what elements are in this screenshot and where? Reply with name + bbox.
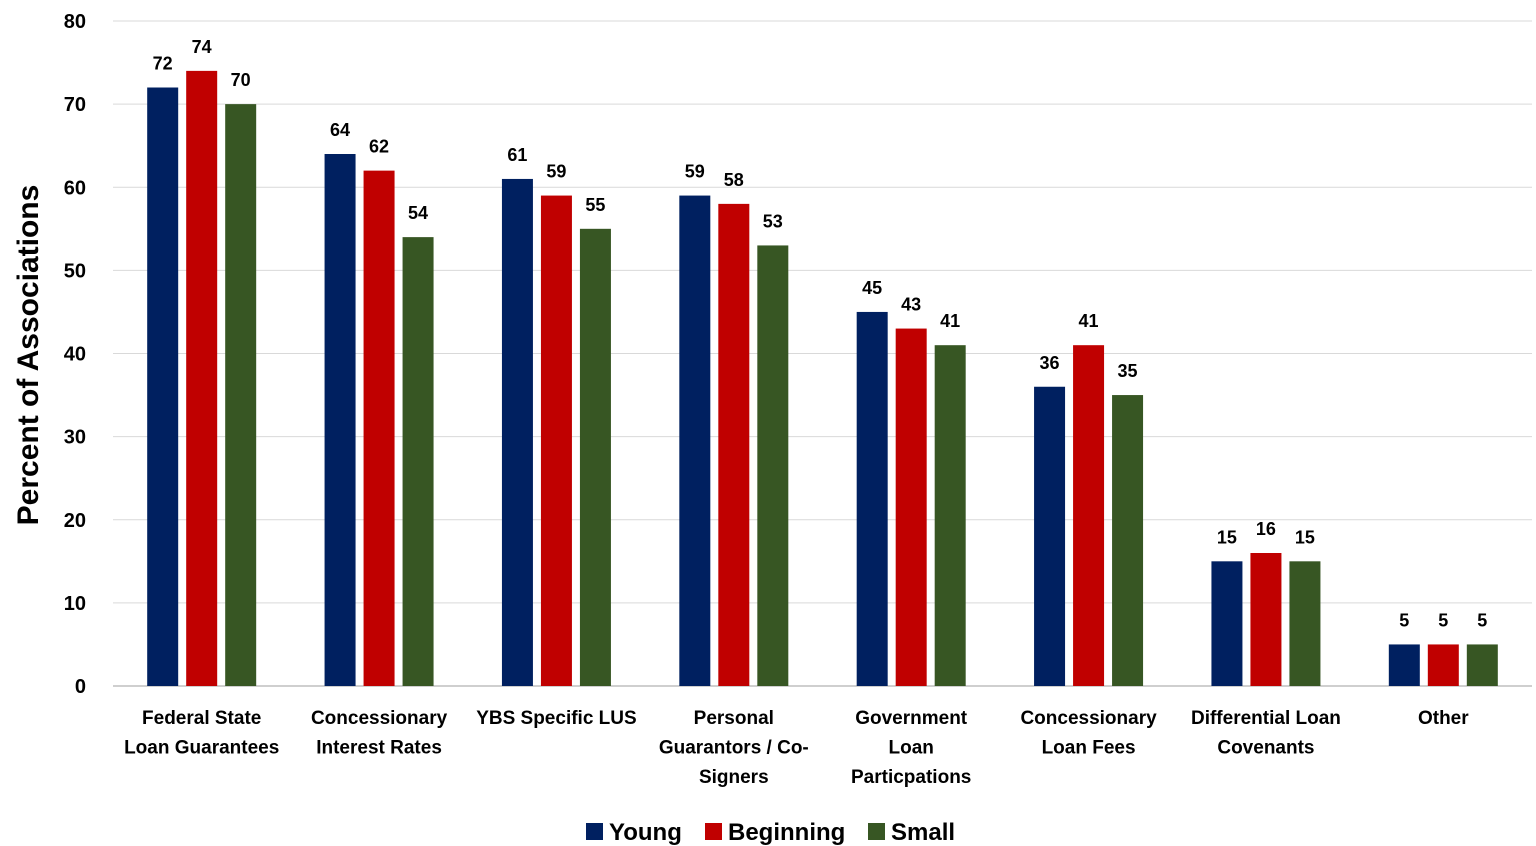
x-category-label: Loan xyxy=(888,738,933,759)
data-label: 59 xyxy=(546,162,566,182)
legend-swatch-beginning xyxy=(705,823,722,840)
data-label: 16 xyxy=(1256,519,1276,539)
x-category-label: Guarantors / Co- xyxy=(659,738,809,759)
data-label: 61 xyxy=(507,145,527,165)
y-tick-label: 70 xyxy=(64,94,86,116)
legend-label-young: Young xyxy=(609,819,682,846)
y-tick-label: 50 xyxy=(64,260,86,282)
data-label: 35 xyxy=(1118,361,1138,381)
legend-swatch-small xyxy=(868,823,885,840)
data-label: 54 xyxy=(408,203,428,223)
y-tick-label: 60 xyxy=(64,177,86,199)
data-label: 5 xyxy=(1477,610,1487,630)
x-category-label: Personal xyxy=(694,708,774,729)
y-tick-label: 80 xyxy=(64,11,86,33)
x-category-label: Government xyxy=(855,708,968,729)
legend-label-small: Small xyxy=(891,819,955,846)
data-label: 15 xyxy=(1217,527,1237,547)
data-label: 15 xyxy=(1295,527,1315,547)
bar-small xyxy=(1466,644,1498,686)
y-tick-label: 40 xyxy=(64,344,86,366)
bar-beginning xyxy=(895,328,927,686)
data-label: 55 xyxy=(585,195,605,215)
data-label: 5 xyxy=(1438,610,1448,630)
y-tick-label: 30 xyxy=(64,427,86,449)
x-category-label: Concessionary xyxy=(311,708,448,729)
bar-beginning xyxy=(1250,553,1282,686)
x-category-label: Federal State xyxy=(142,708,261,729)
y-axis-ticks: 0 10 20 30 40 50 60 70 80 xyxy=(64,11,86,698)
x-category-label: Other xyxy=(1418,708,1469,729)
x-category-label: YBS Specific LUS xyxy=(476,708,637,729)
bar-beginning xyxy=(1073,345,1105,686)
bar-small xyxy=(402,237,434,686)
x-category-label: Covenants xyxy=(1217,738,1314,759)
legend-swatch-young xyxy=(586,823,603,840)
bar-beginning xyxy=(363,170,395,686)
y-axis-label: Percent of Associations xyxy=(12,185,45,526)
x-category-label: Loan Fees xyxy=(1042,738,1136,759)
bar-beginning xyxy=(1427,644,1459,686)
bar-small xyxy=(757,245,789,686)
data-label: 70 xyxy=(231,70,251,90)
y-tick-label: 10 xyxy=(64,593,86,615)
bar-young xyxy=(1388,644,1420,686)
x-axis-categories: Federal State Loan Guarantees Concessionar… xyxy=(124,708,1469,788)
bar-young xyxy=(324,154,356,686)
bar-beginning xyxy=(540,195,572,686)
legend-label-beginning: Beginning xyxy=(728,819,845,846)
y-tick-label: 20 xyxy=(64,510,86,532)
bar-small xyxy=(1289,561,1321,686)
y-tick-label: 0 xyxy=(75,676,86,698)
data-label: 62 xyxy=(369,137,389,157)
bar-small xyxy=(934,345,966,686)
x-category-label: Particpations xyxy=(851,767,971,788)
bar-small xyxy=(1112,395,1144,686)
bar-small xyxy=(579,228,611,686)
data-label: 53 xyxy=(763,211,783,231)
data-label: 41 xyxy=(1079,311,1099,331)
x-category-label: Loan Guarantees xyxy=(124,738,279,759)
data-label: 74 xyxy=(192,37,212,57)
bars xyxy=(147,70,1498,686)
bar-small xyxy=(225,104,257,686)
bar-young xyxy=(501,178,533,686)
data-label: 45 xyxy=(862,278,882,298)
bar-young xyxy=(1211,561,1243,686)
bar-beginning xyxy=(718,203,750,686)
x-category-label: Interest Rates xyxy=(316,738,442,759)
bar-young xyxy=(1034,386,1066,686)
x-category-label: Differential Loan xyxy=(1191,708,1341,729)
data-label: 41 xyxy=(940,311,960,331)
legend: Young Beginning Small xyxy=(586,819,955,846)
data-label: 72 xyxy=(153,54,173,74)
x-category-label: Concessionary xyxy=(1020,708,1157,729)
data-label: 5 xyxy=(1399,610,1409,630)
data-label: 43 xyxy=(901,295,921,315)
data-label: 36 xyxy=(1040,353,1060,373)
data-label: 58 xyxy=(724,170,744,190)
bar-beginning xyxy=(186,70,218,686)
x-category-label: Signers xyxy=(699,767,769,788)
bar-young xyxy=(147,87,179,686)
data-label: 64 xyxy=(330,120,350,140)
bar-young xyxy=(679,195,711,686)
data-label: 59 xyxy=(685,162,705,182)
bar-young xyxy=(856,311,888,686)
